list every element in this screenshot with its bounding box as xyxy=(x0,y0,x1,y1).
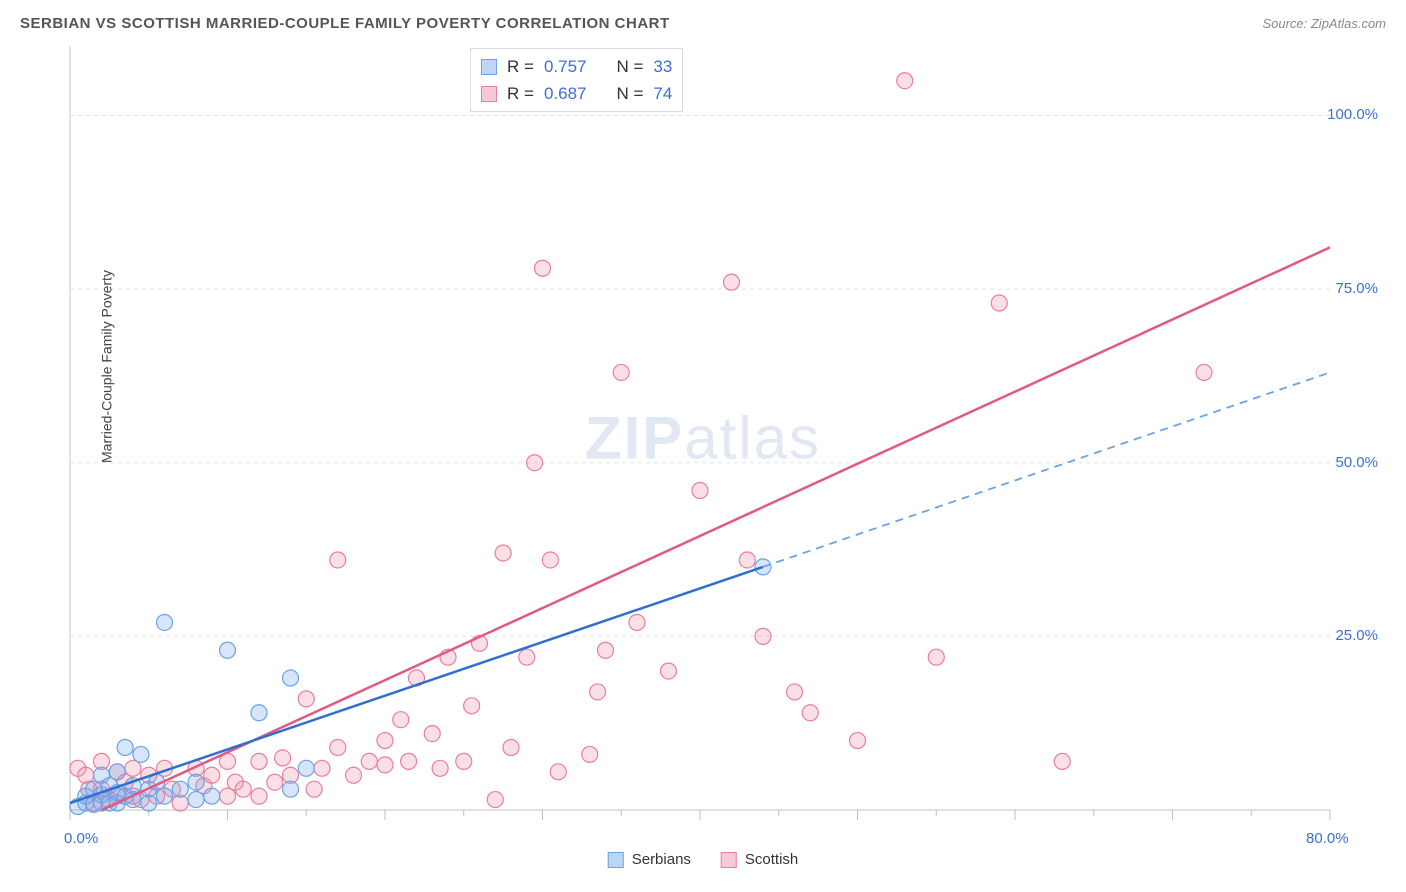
legend-swatch xyxy=(608,852,624,868)
legend-item: Serbians xyxy=(608,851,691,868)
chart-title: SERBIAN VS SCOTTISH MARRIED-COUPLE FAMIL… xyxy=(20,15,670,32)
legend-label: Scottish xyxy=(745,851,798,868)
correlation-box: R = 0.757 N = 33 R = 0.687 N = 74 xyxy=(470,48,683,112)
r-label: R = xyxy=(507,53,534,80)
x-min-label: 0.0% xyxy=(64,830,98,847)
r-label: R = xyxy=(507,80,534,107)
scatter-plot xyxy=(20,40,1386,870)
legend-swatch xyxy=(481,86,497,102)
n-label: N = xyxy=(616,80,643,107)
y-tick-label: 25.0% xyxy=(1335,627,1378,644)
chart-source: Source: ZipAtlas.com xyxy=(1262,16,1386,31)
chart-container: Married-Couple Family Poverty ZIPatlas R… xyxy=(20,40,1386,870)
bottom-legend: Serbians Scottish xyxy=(608,851,799,868)
x-max-label: 80.0% xyxy=(1306,830,1349,847)
chart-header: SERBIAN VS SCOTTISH MARRIED-COUPLE FAMIL… xyxy=(20,15,1386,32)
legend-swatch xyxy=(481,59,497,75)
r-value: 0.687 xyxy=(544,80,587,107)
n-value: 74 xyxy=(653,80,672,107)
r-value: 0.757 xyxy=(544,53,587,80)
y-tick-label: 100.0% xyxy=(1327,106,1378,123)
n-label: N = xyxy=(616,53,643,80)
n-value: 33 xyxy=(653,53,672,80)
y-axis-label: Married-Couple Family Poverty xyxy=(98,270,114,463)
legend-swatch xyxy=(721,852,737,868)
correlation-row: R = 0.687 N = 74 xyxy=(481,80,672,107)
legend-item: Scottish xyxy=(721,851,798,868)
correlation-row: R = 0.757 N = 33 xyxy=(481,53,672,80)
legend-label: Serbians xyxy=(632,851,691,868)
y-tick-label: 50.0% xyxy=(1335,454,1378,471)
y-tick-label: 75.0% xyxy=(1335,280,1378,297)
